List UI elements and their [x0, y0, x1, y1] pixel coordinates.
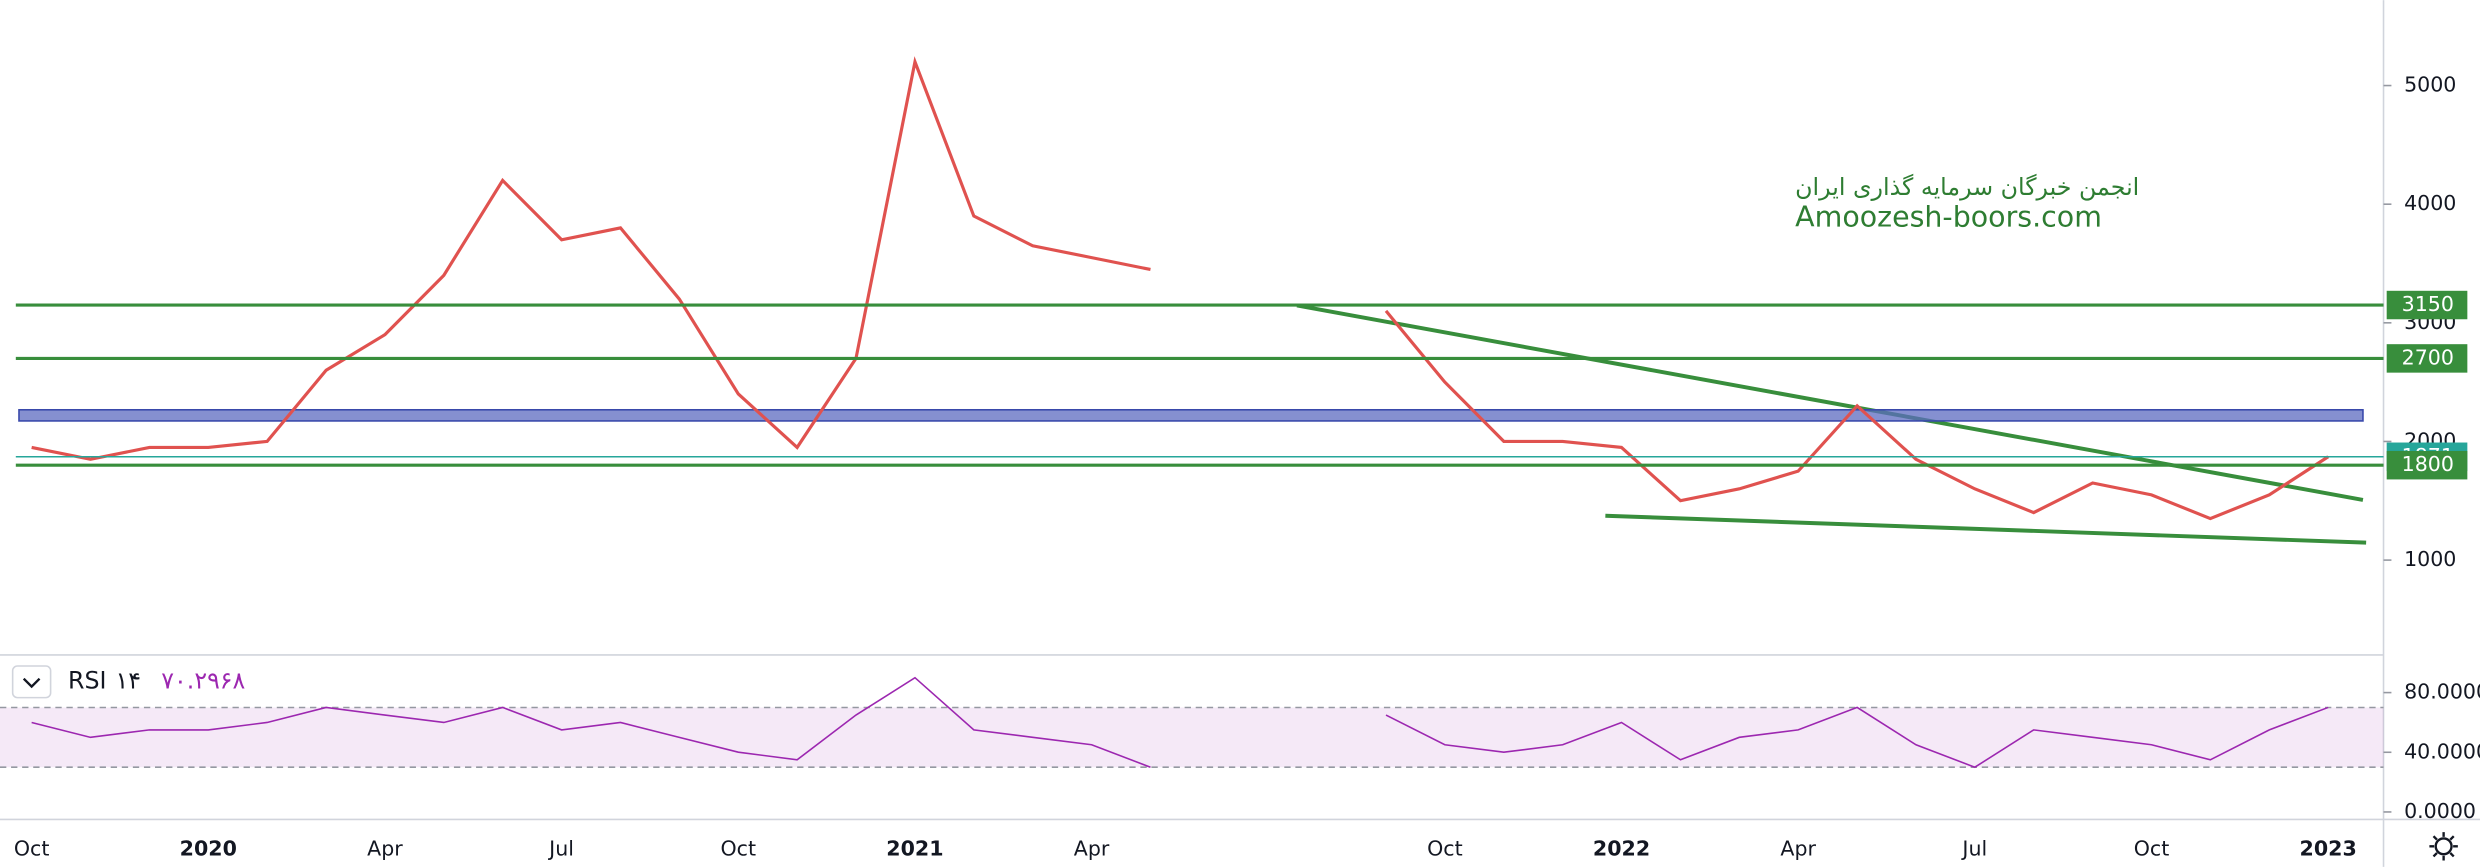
y-tick-label: 4000: [2404, 191, 2456, 215]
y-tick-label: 0.0000: [2404, 799, 2476, 823]
y-tick-label: 40.0000: [2404, 739, 2480, 763]
level-label: 2700: [2402, 345, 2454, 369]
x-tick-label: 2020: [180, 836, 237, 860]
watermark-fa: انجمن خبرگان سرمایه گذاری ایران: [1795, 173, 2139, 201]
x-tick-label: 2023: [2300, 836, 2357, 860]
level-label: 1800: [2402, 452, 2454, 476]
zone: [18, 408, 2364, 422]
chevron-icon: [22, 677, 41, 689]
x-tick-label: Oct: [1427, 836, 1463, 860]
rsi-name: RSI: [68, 666, 107, 694]
level-label-bg: [2386, 290, 2468, 320]
gear: [2434, 837, 2453, 856]
rsi-value: ٧٠.٢٩۶٨: [161, 666, 245, 694]
trend-line: [1605, 513, 2367, 545]
collapse-button[interactable]: [11, 665, 52, 699]
settings-icon[interactable]: [2429, 832, 2458, 861]
y-tick-label: 1000: [2404, 547, 2456, 571]
x-tick-label: Apr: [367, 836, 403, 860]
x-tick-label: Oct: [2134, 836, 2170, 860]
x-tick-label: Jul: [547, 836, 574, 860]
x-tick-label: Apr: [1780, 836, 1816, 860]
x-tick-label: Oct: [14, 836, 50, 860]
level-label-bg: [2386, 344, 2468, 373]
watermark-url: Amoozesh-boors.com: [1795, 200, 2102, 233]
x-tick-label: 2022: [1593, 836, 1650, 860]
level-label-bg: [2386, 450, 2468, 480]
x-tick-label: Jul: [1960, 836, 1987, 860]
rsi-band: [0, 707, 2384, 768]
y-tick-label: 80.0000: [2404, 680, 2480, 704]
level-label: 3150: [2402, 292, 2454, 316]
gear-teeth: [2429, 832, 2458, 861]
y-tick-label: 5000: [2404, 73, 2456, 97]
series-line: [31, 676, 2329, 769]
trend-line: [1296, 303, 2364, 502]
x-tick-label: Apr: [1074, 836, 1110, 860]
x-tick-label: Oct: [720, 836, 756, 860]
rsi-period: ١۴: [115, 666, 140, 694]
x-tick-label: 2021: [886, 836, 943, 860]
series-line: [31, 56, 2330, 521]
